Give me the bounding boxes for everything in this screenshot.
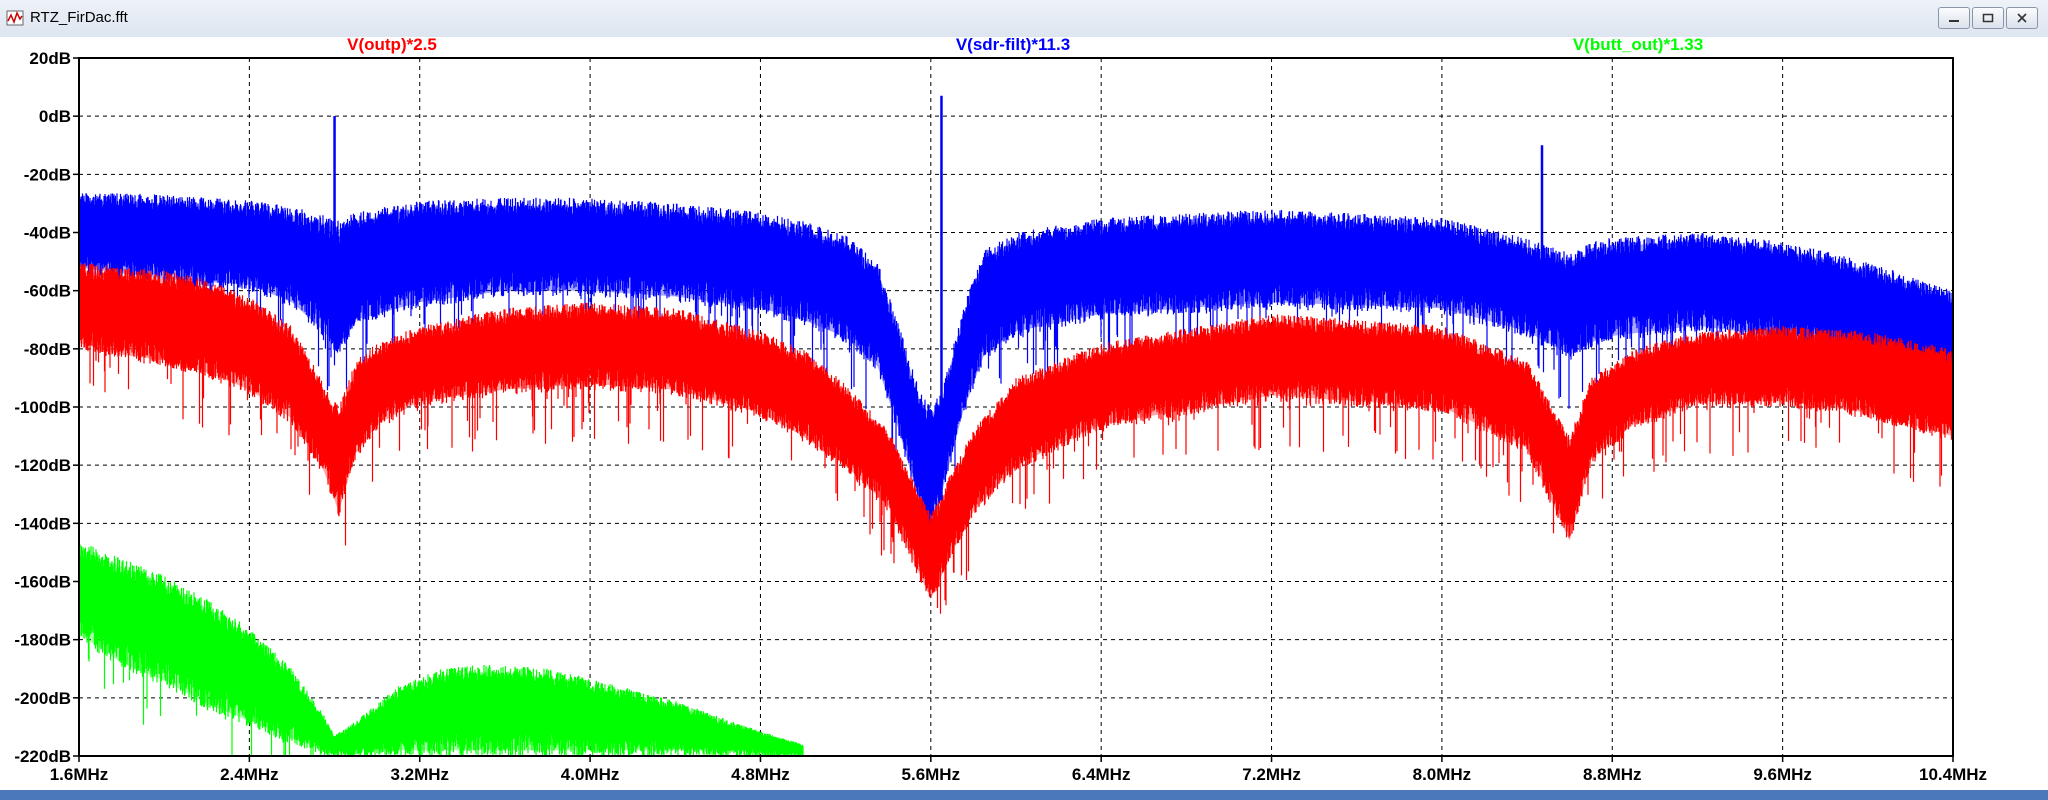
x-tick-label: 9.6MHz — [1753, 765, 1812, 784]
series-1-trace — [79, 193, 1953, 538]
window-titlebar[interactable]: RTZ_FirDac.fft — [0, 0, 2048, 38]
x-tick-label: 2.4MHz — [220, 765, 279, 784]
waveform-app-icon — [6, 10, 24, 26]
close-icon — [2017, 13, 2027, 23]
x-tick-label: 8.8MHz — [1583, 765, 1642, 784]
series-0-trace — [79, 263, 1953, 614]
y-tick-label: -220dB — [14, 747, 71, 766]
legend-item[interactable]: V(butt_out)*1.33 — [1573, 37, 1703, 54]
series-2-trace — [79, 544, 804, 756]
series-envelope — [79, 270, 1953, 599]
taskbar-strip — [0, 790, 2048, 800]
y-tick-label: -120dB — [14, 456, 71, 475]
x-axis-ticks: 1.6MHz 2.4MHz 3.2MHz 4.0MHz 4.8MHz 5.6MHz 6.4M… — [50, 756, 1987, 784]
x-tick-label: 10.4MHz — [1919, 765, 1987, 784]
legend[interactable]: V(outp)*2.5 V(sdr-filt)*11.3 V(butt_out)*1… — [347, 37, 1703, 54]
close-button[interactable] — [2006, 7, 2038, 29]
y-tick-label: -100dB — [14, 398, 71, 417]
window-controls — [1938, 7, 2038, 29]
minimize-button[interactable] — [1938, 7, 1970, 29]
x-tick-label: 4.0MHz — [561, 765, 620, 784]
y-tick-label: 0dB — [39, 107, 71, 126]
y-tick-label: 20dB — [29, 49, 71, 68]
y-tick-label: -20dB — [24, 165, 71, 184]
series-envelope — [79, 200, 1953, 535]
maximize-icon — [1982, 13, 1994, 23]
series-band — [79, 263, 1953, 614]
y-tick-label: -180dB — [14, 631, 71, 650]
maximize-button[interactable] — [1972, 7, 2004, 29]
legend-item[interactable]: V(outp)*2.5 — [347, 37, 437, 54]
series-band — [79, 544, 804, 756]
x-tick-label: 4.8MHz — [731, 765, 790, 784]
y-tick-label: -80dB — [24, 340, 71, 359]
x-tick-label: 6.4MHz — [1072, 765, 1131, 784]
y-tick-label: -160dB — [14, 573, 71, 592]
y-tick-label: -140dB — [14, 514, 71, 533]
x-tick-label: 5.6MHz — [902, 765, 961, 784]
y-tick-label: -40dB — [24, 224, 71, 243]
series-band — [79, 193, 1953, 538]
legend-item[interactable]: V(sdr-filt)*11.3 — [956, 37, 1070, 54]
x-tick-label: 7.2MHz — [1242, 765, 1301, 784]
x-tick-label: 3.2MHz — [390, 765, 449, 784]
y-tick-label: -200dB — [14, 689, 71, 708]
fft-chart[interactable]: 1.6MHz 2.4MHz 3.2MHz 4.0MHz 4.8MHz 5.6MHz 6.4M… — [0, 37, 2048, 790]
x-tick-label: 8.0MHz — [1413, 765, 1472, 784]
series-layer — [79, 95, 1953, 756]
window-title: RTZ_FirDac.fft — [30, 9, 128, 26]
y-axis-ticks: 20dB 0dB -20dB -40dB -60dB -80dB -100dB -120dB -… — [14, 49, 79, 766]
series-envelope — [79, 549, 803, 754]
x-tick-label: 1.6MHz — [50, 765, 109, 784]
y-tick-label: -60dB — [24, 282, 71, 301]
minimize-icon — [1949, 20, 1959, 22]
